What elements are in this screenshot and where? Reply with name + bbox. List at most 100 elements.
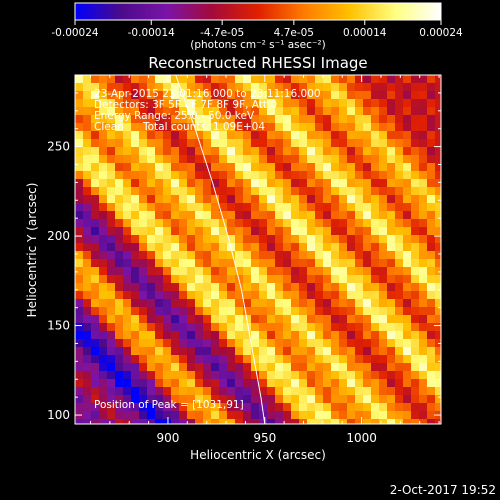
heatmap-cell — [379, 147, 388, 156]
heatmap-cell — [275, 259, 284, 268]
heatmap-cell — [123, 203, 132, 212]
heatmap-cell — [379, 307, 388, 316]
heatmap-cell — [115, 363, 124, 372]
heatmap-cell — [363, 139, 372, 148]
heatmap-cell — [115, 163, 124, 172]
heatmap-cell — [323, 347, 332, 356]
heatmap-cell — [243, 187, 252, 196]
plot-frame — [74, 74, 442, 425]
heatmap-cell — [107, 227, 116, 236]
heatmap-cell — [435, 355, 441, 364]
heatmap-cell — [195, 211, 204, 220]
heatmap-cell — [75, 267, 84, 276]
heatmap-cell — [171, 83, 180, 92]
heatmap-cell — [323, 315, 332, 324]
heatmap-cell — [307, 323, 316, 332]
heatmap-cell — [339, 419, 348, 424]
heatmap-cell — [171, 123, 180, 132]
heatmap-cell — [227, 339, 236, 348]
heatmap-cell — [267, 307, 276, 316]
heatmap-cell — [267, 267, 276, 276]
heatmap-cell — [315, 347, 324, 356]
heatmap-cell — [155, 107, 164, 116]
heatmap-cell — [115, 395, 124, 404]
heatmap-cell — [195, 259, 204, 268]
heatmap-cell — [203, 211, 212, 220]
heatmap-cell — [387, 115, 396, 124]
heatmap-cell — [387, 147, 396, 156]
heatmap-cell — [419, 259, 428, 268]
heatmap-cell — [75, 155, 84, 164]
heatmap-cell — [139, 83, 148, 92]
heatmap-cell — [235, 267, 244, 276]
heatmap-cell — [155, 179, 164, 188]
heatmap-cell — [315, 83, 324, 92]
heatmap-cell — [251, 107, 260, 116]
heatmap-cell — [307, 419, 316, 424]
heatmap-cell — [211, 251, 220, 260]
heatmap-cell — [291, 371, 300, 380]
heatmap-cell — [299, 243, 308, 252]
heatmap-cell — [163, 123, 172, 132]
heatmap-cell — [75, 195, 84, 204]
heatmap-cell — [371, 203, 380, 212]
heatmap-cell — [163, 179, 172, 188]
heatmap-cell — [219, 243, 228, 252]
heatmap-cell — [107, 363, 116, 372]
heatmap-cell — [339, 371, 348, 380]
heatmap-cell — [339, 283, 348, 292]
heatmap-cell — [75, 123, 84, 132]
heatmap-cell — [323, 371, 332, 380]
heatmap-cell — [211, 347, 220, 356]
heatmap-cell — [387, 91, 396, 100]
heatmap-cell — [347, 347, 356, 356]
heatmap-cell — [403, 251, 412, 260]
heatmap-cell — [131, 355, 140, 364]
heatmap-cell — [115, 235, 124, 244]
heatmap-cell — [363, 347, 372, 356]
heatmap-cell — [435, 243, 441, 252]
heatmap-cell — [267, 179, 276, 188]
heatmap-cell — [211, 419, 220, 424]
heatmap-cell — [323, 203, 332, 212]
heatmap-cell — [275, 99, 284, 108]
heatmap-cell — [331, 219, 340, 228]
heatmap-cell — [419, 411, 428, 420]
heatmap-cell — [243, 179, 252, 188]
annotation-total-counts: Total counts: 1.09E+04 — [142, 121, 265, 133]
heatmap-cell — [203, 131, 212, 140]
heatmap-cell — [259, 395, 268, 404]
heatmap-cell — [411, 91, 420, 100]
heatmap-cell — [419, 291, 428, 300]
heatmap-cell — [235, 387, 244, 396]
heatmap-cell — [283, 403, 292, 412]
heatmap-cell — [355, 187, 364, 196]
heatmap-cell — [275, 355, 284, 364]
heatmap-cell — [387, 379, 396, 388]
heatmap-cell — [227, 395, 236, 404]
heatmap-cell — [131, 147, 140, 156]
heatmap-cell — [379, 171, 388, 180]
heatmap-cell — [99, 379, 108, 388]
heatmap-cell — [195, 75, 204, 84]
heatmap-cell — [115, 171, 124, 180]
heatmap-cell — [107, 339, 116, 348]
heatmap-cell — [139, 131, 148, 140]
heatmap-cell — [83, 171, 92, 180]
heatmap-cell — [243, 171, 252, 180]
heatmap-cell — [211, 355, 220, 364]
heatmap-cell — [75, 379, 84, 388]
heatmap-cell — [283, 75, 292, 84]
heatmap-cell — [227, 355, 236, 364]
heatmap-cell — [155, 99, 164, 108]
heatmap-cell — [147, 99, 156, 108]
heatmap-cell — [403, 379, 412, 388]
heatmap-cell — [115, 299, 124, 308]
heatmap-cell — [291, 315, 300, 324]
heatmap-cell — [283, 107, 292, 116]
heatmap-cell — [123, 99, 132, 108]
heatmap-cell — [339, 379, 348, 388]
heatmap-cell — [123, 307, 132, 316]
heatmap-cell — [315, 227, 324, 236]
heatmap-cell — [315, 315, 324, 324]
